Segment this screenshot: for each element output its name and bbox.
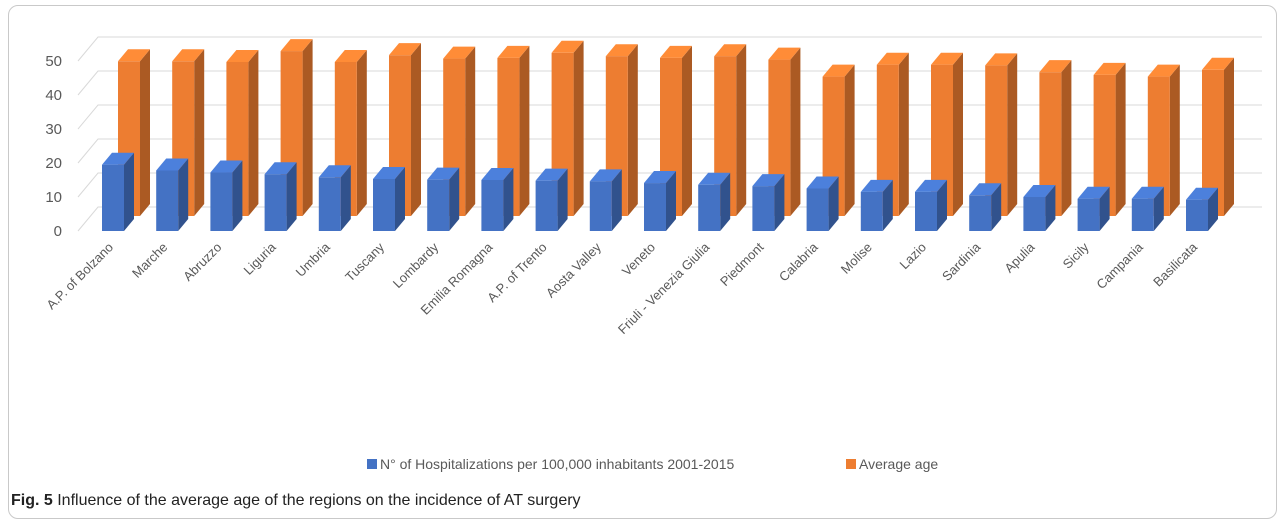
x-tick-label: Tuscany [342,239,387,284]
x-tick-label: Marche [129,240,170,281]
y-tick-label: 0 [54,223,62,240]
bar-hospitalizations [1186,187,1218,231]
bars [102,39,1234,231]
bar-hospitalizations [481,168,514,231]
gridline [77,172,1262,198]
y-axis-ticks: 0 10 20 30 40 50 [45,53,62,240]
bar-hospitalizations [1023,185,1056,231]
legend-label: N° of Hospitalizations per 100,000 inhab… [380,456,734,472]
x-tick-label: Piedmont [717,239,767,289]
bar-hospitalizations [318,165,351,231]
bar-chart: 0 10 20 30 40 50 A.P. of Bolzano Marche Abruzzo… [43,36,1262,472]
bar-average-age [876,52,909,217]
bar-hospitalizations [806,176,839,231]
legend-label: Average age [859,456,938,472]
bar-average-age [985,53,1018,216]
gridline [77,36,1262,62]
bar-hospitalizations [915,179,947,231]
bar-hospitalizations [427,167,460,231]
x-tick-label: Lombardy [390,239,442,291]
legend-swatch [367,459,377,469]
bar-hospitalizations [969,183,1002,231]
bar-hospitalizations [102,152,134,231]
bar-hospitalizations [752,174,785,231]
y-tick-label: 40 [45,87,62,104]
caption-label: Fig. 5 [11,492,53,509]
gridline [77,70,1262,96]
caption-text: Influence of the average age of the regi… [52,492,581,509]
x-tick-label: Basilicata [1150,239,1200,289]
bar-hospitalizations [1077,186,1110,231]
x-tick-label: Umbria [293,239,334,280]
x-tick-label: Veneto [619,240,658,279]
bar-average-age [1202,57,1234,216]
bar-hospitalizations [1131,186,1164,231]
x-tick-label: Aosta Valley [543,239,604,300]
legend-swatch [846,459,856,469]
bar-hospitalizations [373,166,405,231]
x-tick-label: Liguria [241,239,280,278]
x-tick-label: Abruzzo [180,240,224,284]
bar-hospitalizations [860,179,893,231]
gridline [77,138,1262,164]
x-axis-ticks: A.P. of Bolzano Marche Abruzzo Liguria Umbri… [43,239,1200,337]
x-tick-label: Campania [1093,239,1146,292]
bar-hospitalizations [698,172,731,231]
bar-average-age [443,46,476,216]
y-tick-label: 10 [45,189,62,206]
x-tick-label: Calabria [776,239,821,284]
y-tick-label: 50 [45,53,62,70]
bar-hospitalizations [210,160,243,231]
x-tick-label: A.P. of Bolzano [43,240,116,313]
legend: N° of Hospitalizations per 100,000 inhab… [367,456,938,472]
bar-average-age [1093,62,1126,217]
x-tick-label: Apulia [1001,239,1038,276]
y-tick-label: 30 [45,121,62,138]
bar-hospitalizations [589,169,622,231]
x-tick-label: Molise [838,240,875,277]
bar-hospitalizations [644,171,676,231]
bar-hospitalizations [264,162,297,231]
bar-hospitalizations [535,168,568,231]
figure-frame [8,5,1277,519]
bar-average-age [280,39,313,216]
y-tick-label: 20 [45,155,62,172]
x-tick-label: Sardinia [939,239,984,284]
gridline [77,104,1262,130]
x-tick-label: Lazio [897,240,930,273]
x-tick-label: Friuli - Venezia Giulia [615,239,713,337]
bar-average-age [931,52,963,217]
bar-average-age [1039,60,1072,217]
bar-hospitalizations [156,158,189,231]
bar-average-age [1147,64,1180,216]
x-tick-label: Sicily [1060,239,1092,271]
figure-caption: Fig. 5 Influence of the average age of t… [11,492,581,510]
